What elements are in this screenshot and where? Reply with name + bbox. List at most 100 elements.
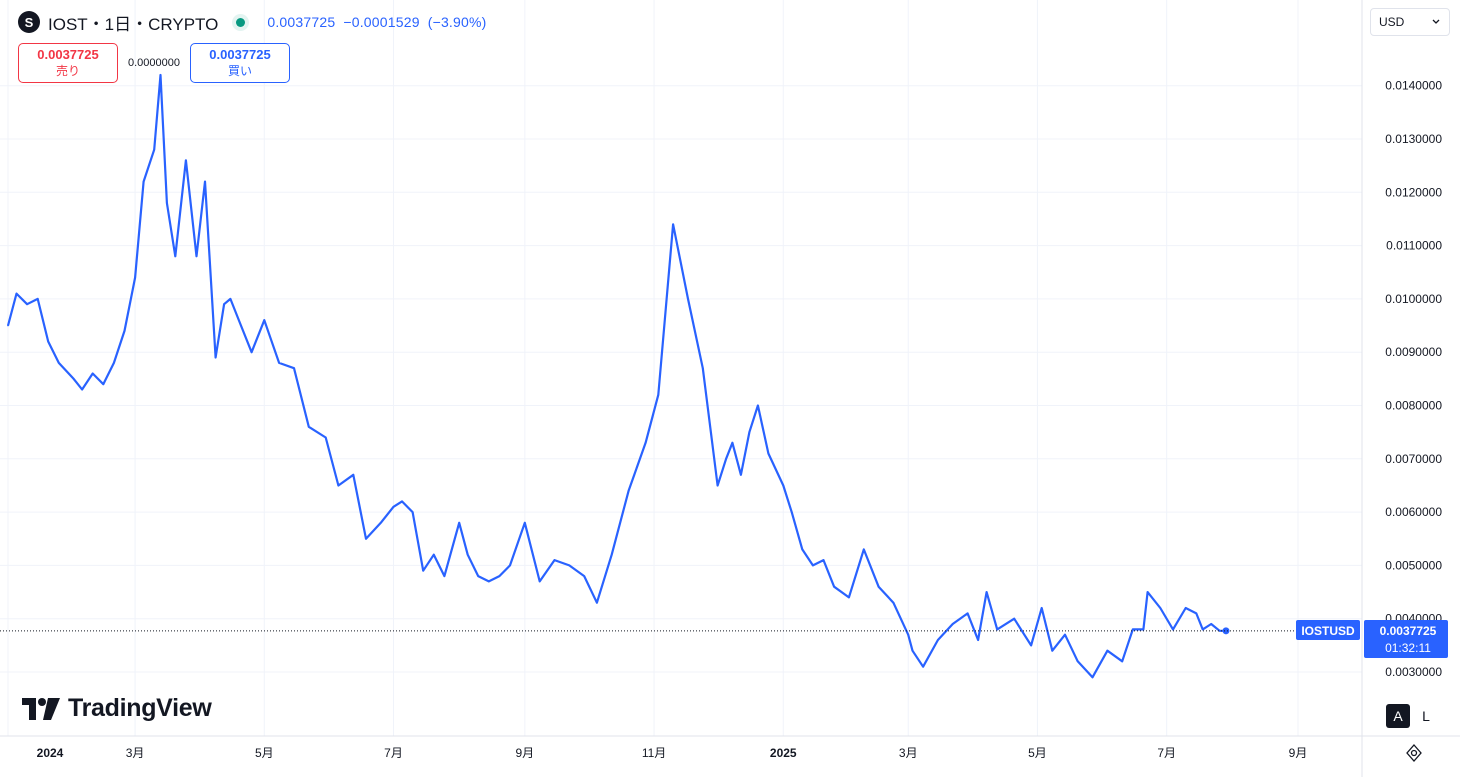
- buy-button[interactable]: 0.0037725 買い: [190, 43, 290, 83]
- data-point: [401, 500, 403, 503]
- y-tick-label: 0.0110000: [1386, 239, 1442, 253]
- data-point: [716, 484, 719, 487]
- data-point: [568, 564, 571, 567]
- data-point: [102, 383, 105, 385]
- symbol-tag-label: IOSTUSD: [1301, 624, 1355, 638]
- x-tick-label: 7月: [1157, 746, 1176, 760]
- data-point: [1195, 612, 1198, 615]
- data-point: [174, 255, 177, 258]
- data-point: [687, 298, 689, 300]
- data-point: [892, 601, 895, 604]
- data-point: [134, 276, 136, 279]
- chart-header: S IOST・1日・CRYPTO 0.0037725 −0.0001529 (−…: [18, 8, 487, 36]
- sell-label: 売り: [55, 64, 80, 78]
- data-point: [498, 575, 501, 577]
- chevron-down-icon: [1432, 19, 1440, 24]
- data-point: [672, 223, 674, 226]
- data-point: [278, 362, 280, 364]
- data-point: [907, 633, 910, 636]
- data-point: [812, 564, 814, 567]
- x-tick-label: 7月: [384, 746, 403, 760]
- series-line-iostusd[interactable]: [6, 73, 1226, 679]
- y-tick-label: 0.0070000: [1385, 452, 1442, 466]
- data-point: [610, 553, 613, 556]
- data-point: [966, 612, 969, 615]
- y-tick-label: 0.0050000: [1385, 558, 1442, 572]
- x-tick-label: 11月: [642, 746, 666, 760]
- data-point: [1172, 628, 1174, 631]
- tradingview-logo-icon: [22, 697, 60, 720]
- data-point: [159, 74, 162, 76]
- data-point: [985, 591, 988, 593]
- data-point: [553, 559, 556, 561]
- data-point: [801, 548, 804, 551]
- data-point: [922, 665, 924, 668]
- data-point: [877, 585, 880, 588]
- header-change-pct: (−3.90%): [427, 14, 487, 30]
- tradingview-logo[interactable]: TradingView: [22, 694, 212, 723]
- data-point: [229, 298, 232, 300]
- data-point: [72, 378, 75, 380]
- data-point: [113, 362, 115, 364]
- header-last-price: 0.0037725: [267, 14, 336, 30]
- data-point: [411, 511, 414, 513]
- data-point: [1091, 676, 1094, 679]
- data-point: [1030, 644, 1032, 647]
- data-point: [725, 458, 727, 460]
- data-point: [26, 303, 28, 306]
- data-point: [422, 569, 424, 572]
- scale-buttons: A L: [1386, 704, 1438, 728]
- log-scale-button[interactable]: L: [1414, 704, 1438, 728]
- data-point: [223, 303, 225, 306]
- data-point: [365, 537, 367, 540]
- data-point: [185, 159, 187, 162]
- x-tick-label: 2024: [37, 746, 64, 760]
- data-point: [937, 639, 939, 641]
- data-point: [1121, 660, 1123, 663]
- data-point: [324, 436, 327, 439]
- price-tag-value: 0.0037725: [1380, 624, 1437, 638]
- x-tick-label: 9月: [516, 746, 535, 760]
- data-point: [337, 484, 340, 487]
- data-point: [1040, 607, 1043, 609]
- x-tick-label: 5月: [255, 746, 274, 760]
- data-point: [644, 442, 647, 444]
- data-point: [833, 585, 835, 588]
- data-point: [7, 324, 9, 327]
- auto-scale-button[interactable]: A: [1386, 704, 1410, 728]
- data-point: [432, 553, 435, 556]
- symbol-title[interactable]: IOST・1日・CRYPTO: [48, 14, 219, 34]
- data-point: [1210, 623, 1212, 625]
- last-price-tag: IOSTUSD 0.0037725 01:32:11: [1296, 620, 1448, 658]
- data-point: [153, 148, 155, 151]
- y-tick-label: 0.0120000: [1385, 185, 1442, 199]
- spread-value: 0.0000000: [128, 57, 180, 69]
- price-tag-countdown: 01:32:11: [1385, 641, 1431, 655]
- y-tick-label: 0.0130000: [1385, 132, 1442, 146]
- data-point: [293, 367, 295, 369]
- data-point: [458, 521, 460, 524]
- coin-logo-icon: S: [18, 11, 40, 33]
- data-point: [1131, 628, 1134, 631]
- data-point: [123, 330, 126, 332]
- data-point: [538, 580, 541, 583]
- data-point: [1142, 628, 1145, 631]
- sell-button[interactable]: 0.0037725 売り: [18, 43, 118, 83]
- currency-select[interactable]: USD: [1370, 8, 1450, 36]
- data-point: [1013, 617, 1015, 620]
- y-tick-label: 0.0060000: [1385, 505, 1442, 519]
- sell-price: 0.0037725: [37, 47, 99, 62]
- data-point: [142, 180, 145, 183]
- data-point: [166, 202, 168, 204]
- data-point: [1218, 630, 1221, 632]
- data-point: [848, 596, 850, 599]
- settings-button[interactable]: [1402, 741, 1426, 765]
- y-tick-label: 0.0090000: [1385, 345, 1442, 359]
- market-status-icon[interactable]: [236, 17, 246, 27]
- data-point: [740, 473, 742, 476]
- x-tick-label: 5月: [1028, 746, 1047, 760]
- header-change: −0.0001529: [343, 14, 420, 30]
- data-point: [195, 255, 198, 258]
- data-point: [1051, 649, 1054, 652]
